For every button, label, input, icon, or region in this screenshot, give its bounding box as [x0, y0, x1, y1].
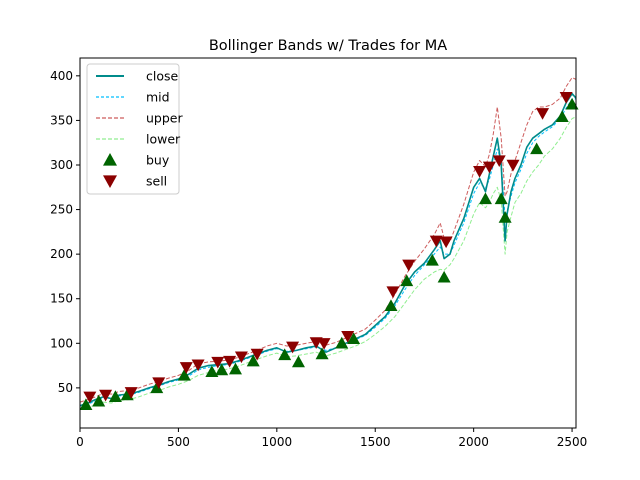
x-axis: 0 500 1000 1500 2000 2500 — [76, 428, 587, 449]
x-tick-label: 2000 — [458, 435, 489, 449]
sell-marker — [191, 359, 205, 372]
sell-marker — [83, 391, 97, 404]
buy-marker — [246, 354, 260, 367]
buy-marker — [494, 192, 508, 205]
legend-label-buy: buy — [146, 153, 170, 168]
buy-marker — [498, 211, 512, 223]
legend-label-lower: lower — [146, 132, 181, 147]
buy-marker — [384, 299, 398, 312]
buy-marker — [291, 355, 305, 368]
sell-marker — [429, 235, 443, 248]
y-tick-label: 350 — [50, 113, 73, 127]
sell-marker — [317, 338, 331, 350]
y-axis: 50 100 150 200 250 300 350 400 — [50, 69, 80, 395]
legend-swatch-buy — [103, 153, 117, 166]
series-line-mid — [80, 98, 576, 407]
buy-marker — [215, 363, 229, 376]
y-tick-label: 100 — [50, 336, 73, 350]
buy-marker — [565, 97, 579, 110]
sell-marker — [506, 159, 520, 172]
sell-marker — [536, 108, 550, 120]
chart-title: Bollinger Bands w/ Trades for MA — [209, 38, 447, 54]
sell-marker — [439, 236, 453, 249]
buy-marker — [530, 142, 544, 155]
series-line-lower — [80, 116, 576, 410]
sell-marker — [211, 356, 225, 369]
sell-marker — [482, 161, 496, 174]
legend-label-upper: upper — [146, 111, 183, 126]
series-layer — [80, 77, 576, 410]
sell-marker — [234, 351, 248, 364]
sell-marker — [179, 362, 193, 374]
sell-marker — [250, 348, 264, 361]
buy-marker — [437, 270, 451, 283]
series-line-close — [80, 92, 576, 407]
sell-marker — [473, 166, 487, 178]
legend-label-close: close — [146, 69, 179, 84]
x-tick-label: 0 — [76, 435, 84, 449]
x-tick-label: 1500 — [360, 435, 391, 449]
buy-marker — [92, 394, 106, 407]
x-tick-label: 1000 — [262, 435, 293, 449]
buy-marker — [478, 192, 492, 205]
sell-marker — [341, 330, 355, 343]
buy-marker — [347, 332, 361, 345]
buy-marker — [205, 365, 219, 378]
x-tick-label: 500 — [167, 435, 190, 449]
x-tick-label: 2500 — [557, 435, 588, 449]
buy-marker — [108, 390, 122, 402]
buy-marker — [228, 362, 242, 375]
y-tick-label: 250 — [50, 203, 73, 217]
sell-marker — [559, 92, 573, 104]
buy-marker — [150, 381, 164, 394]
y-tick-label: 400 — [50, 69, 73, 83]
sell-marker — [223, 355, 237, 368]
y-tick-label: 300 — [50, 158, 73, 172]
buy-marker — [400, 274, 414, 287]
sell-marker — [492, 155, 506, 168]
y-tick-label: 200 — [50, 247, 73, 261]
legend-label-sell: sell — [146, 174, 167, 189]
sell-marker — [99, 389, 113, 402]
trade-markers — [79, 92, 579, 411]
y-tick-label: 50 — [58, 381, 73, 395]
legend-label-mid: mid — [146, 90, 170, 105]
sell-marker — [124, 387, 138, 399]
buy-marker — [315, 347, 329, 360]
buy-marker — [177, 368, 191, 381]
buy-marker — [79, 398, 93, 411]
buy-marker — [425, 253, 439, 266]
series-line-upper — [80, 77, 576, 403]
legend: close mid upper lower buy sell — [86, 63, 183, 195]
sell-marker — [286, 341, 300, 354]
sell-marker — [402, 259, 416, 272]
buy-marker — [335, 336, 349, 349]
sell-marker — [152, 377, 166, 390]
buy-marker — [278, 348, 292, 361]
legend-swatch-sell — [103, 175, 117, 188]
y-tick-label: 150 — [50, 292, 73, 306]
sell-marker — [386, 286, 400, 299]
buy-marker — [555, 110, 569, 123]
plot-frame — [79, 57, 577, 429]
